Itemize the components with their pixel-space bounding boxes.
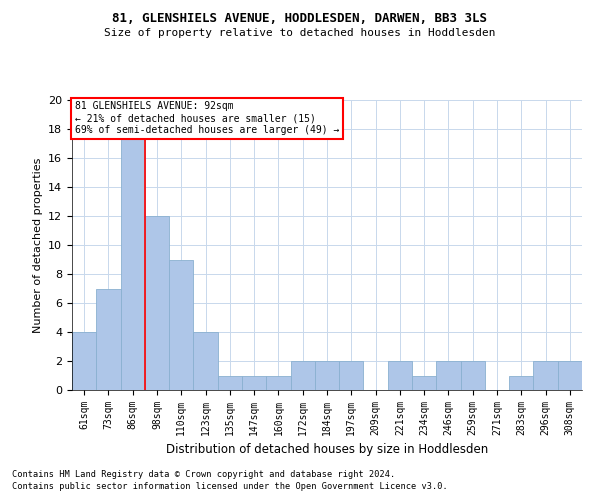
- Text: 81 GLENSHIELS AVENUE: 92sqm
← 21% of detached houses are smaller (15)
69% of sem: 81 GLENSHIELS AVENUE: 92sqm ← 21% of det…: [74, 102, 339, 134]
- Bar: [388, 361, 412, 390]
- Bar: [558, 361, 582, 390]
- Bar: [290, 361, 315, 390]
- Bar: [339, 361, 364, 390]
- Text: Size of property relative to detached houses in Hoddlesden: Size of property relative to detached ho…: [104, 28, 496, 38]
- Bar: [96, 288, 121, 390]
- Text: Contains public sector information licensed under the Open Government Licence v3: Contains public sector information licen…: [12, 482, 448, 491]
- X-axis label: Distribution of detached houses by size in Hoddlesden: Distribution of detached houses by size …: [166, 444, 488, 456]
- Y-axis label: Number of detached properties: Number of detached properties: [32, 158, 43, 332]
- Bar: [72, 332, 96, 390]
- Bar: [509, 376, 533, 390]
- Bar: [266, 376, 290, 390]
- Bar: [461, 361, 485, 390]
- Bar: [315, 361, 339, 390]
- Text: Contains HM Land Registry data © Crown copyright and database right 2024.: Contains HM Land Registry data © Crown c…: [12, 470, 395, 479]
- Bar: [412, 376, 436, 390]
- Bar: [533, 361, 558, 390]
- Bar: [121, 129, 145, 390]
- Bar: [193, 332, 218, 390]
- Bar: [218, 376, 242, 390]
- Text: 81, GLENSHIELS AVENUE, HODDLESDEN, DARWEN, BB3 3LS: 81, GLENSHIELS AVENUE, HODDLESDEN, DARWE…: [113, 12, 487, 26]
- Bar: [436, 361, 461, 390]
- Bar: [169, 260, 193, 390]
- Bar: [145, 216, 169, 390]
- Bar: [242, 376, 266, 390]
